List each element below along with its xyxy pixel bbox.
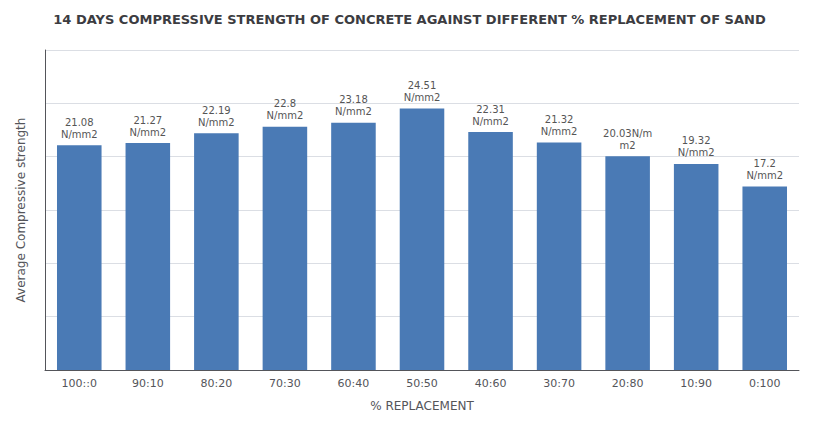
svg-text:22.19: 22.19 (202, 105, 231, 116)
svg-text:N/mm2: N/mm2 (678, 147, 715, 158)
svg-text:17.2: 17.2 (754, 158, 776, 169)
svg-text:22.8: 22.8 (274, 98, 296, 109)
svg-text:N/mm2: N/mm2 (541, 126, 578, 137)
svg-text:30:70: 30:70 (543, 377, 575, 390)
svg-text:80:20: 80:20 (201, 377, 233, 390)
svg-text:Average Compressive strength: Average Compressive strength (14, 118, 28, 303)
svg-text:90:10: 90:10 (132, 377, 164, 390)
svg-text:20:80: 20:80 (612, 377, 644, 390)
svg-text:10:90: 10:90 (680, 377, 712, 390)
svg-text:% REPLACEMENT: % REPLACEMENT (370, 399, 474, 413)
svg-text:21.08: 21.08 (65, 117, 94, 128)
svg-text:N/mm2: N/mm2 (335, 106, 372, 117)
svg-text:N/mm2: N/mm2 (198, 117, 235, 128)
svg-text:23.18: 23.18 (339, 94, 368, 105)
svg-text:m2: m2 (620, 140, 636, 151)
svg-text:N/mm2: N/mm2 (472, 116, 509, 127)
svg-text:21.32: 21.32 (545, 114, 574, 125)
svg-text:60:40: 60:40 (338, 377, 370, 390)
svg-text:22.31: 22.31 (476, 104, 505, 115)
svg-text:N/mm2: N/mm2 (404, 92, 441, 103)
svg-text:20.03N/m: 20.03N/m (603, 128, 652, 139)
svg-text:21.27: 21.27 (133, 115, 162, 126)
svg-text:N/mm2: N/mm2 (61, 129, 98, 140)
svg-text:19.32: 19.32 (682, 135, 711, 146)
svg-text:70:30: 70:30 (269, 377, 301, 390)
svg-text:N/mm2: N/mm2 (267, 110, 304, 121)
svg-text:N/mm2: N/mm2 (129, 127, 166, 138)
svg-text:100::0: 100::0 (62, 377, 97, 390)
svg-text:50:50: 50:50 (406, 377, 438, 390)
svg-text:0:100: 0:100 (749, 377, 781, 390)
svg-text:N/mm2: N/mm2 (746, 170, 783, 181)
svg-text:14 DAYS COMPRESSIVE STRENGTH O: 14 DAYS COMPRESSIVE STRENGTH OF CONCRETE… (53, 12, 766, 27)
svg-text:24.51: 24.51 (408, 80, 437, 91)
svg-text:40:60: 40:60 (475, 377, 507, 390)
